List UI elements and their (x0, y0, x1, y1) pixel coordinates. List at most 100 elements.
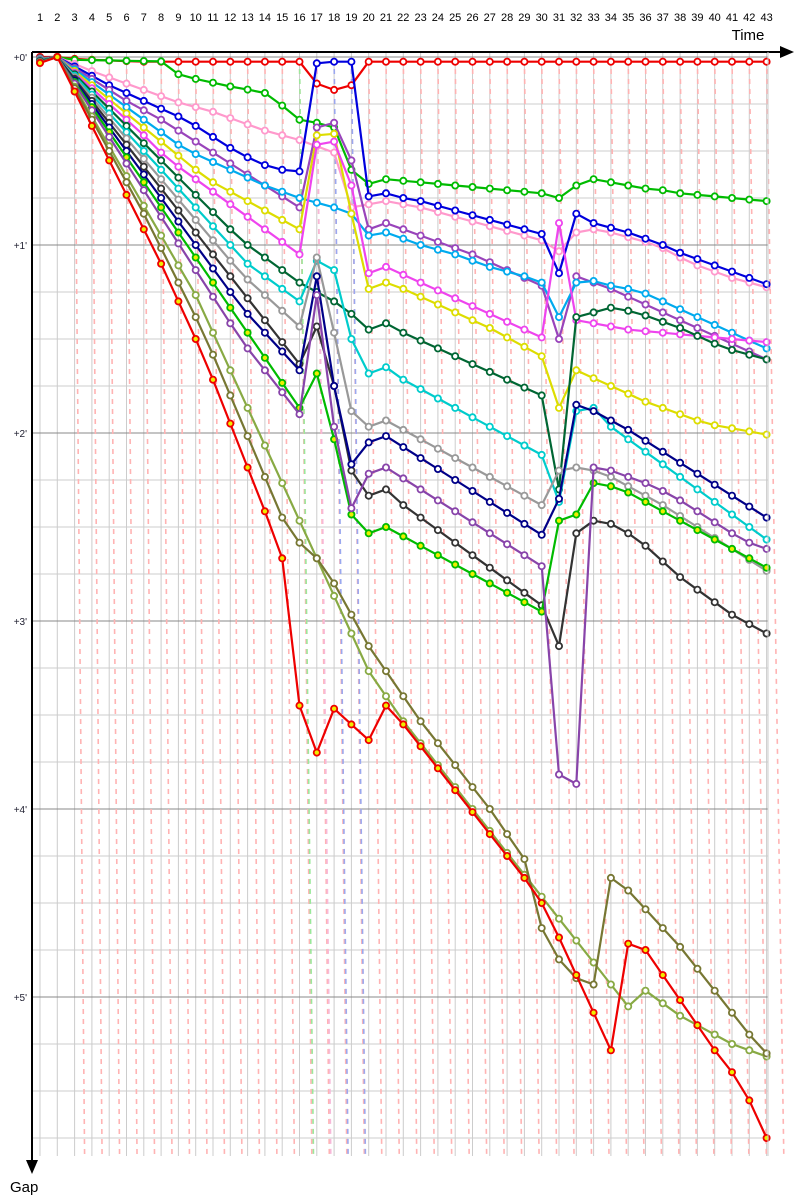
grid-major-horizontal (32, 56, 768, 998)
data-point (330, 203, 339, 212)
data-point (451, 454, 460, 463)
data-point (520, 441, 529, 450)
data-point (468, 250, 477, 259)
data-point (105, 156, 114, 165)
data-point (157, 57, 166, 66)
data-point (451, 250, 460, 259)
data-point (295, 250, 304, 259)
data-point (728, 193, 737, 202)
data-point (364, 438, 373, 447)
data-point (139, 96, 148, 105)
data-point (157, 203, 166, 212)
data-point (122, 96, 131, 105)
data-point (676, 516, 685, 525)
data-point (641, 497, 650, 506)
data-point (572, 228, 581, 237)
data-point (416, 454, 425, 463)
data-point (762, 629, 771, 638)
data-point (624, 886, 633, 895)
data-point (139, 57, 148, 66)
data-point (330, 137, 339, 146)
data-point (381, 523, 390, 532)
data-point (174, 297, 183, 306)
data-point (728, 328, 737, 337)
data-point (641, 905, 650, 914)
data-point (606, 381, 615, 390)
data-point (208, 292, 217, 301)
data-point (520, 225, 529, 234)
data-point (191, 291, 200, 300)
data-point (433, 344, 442, 353)
data-point (157, 137, 166, 146)
data-point (399, 284, 408, 293)
data-point (451, 308, 460, 317)
data-point (416, 742, 425, 751)
data-point (520, 187, 529, 196)
data-point (606, 980, 615, 989)
data-point (260, 441, 269, 450)
data-point (451, 57, 460, 66)
data-point (226, 225, 235, 234)
data-point (658, 460, 667, 469)
data-point (191, 165, 200, 174)
data-point (745, 502, 754, 511)
x-tick-label: 24 (432, 12, 444, 24)
data-point (416, 57, 425, 66)
data-point (555, 914, 564, 923)
data-point (260, 272, 269, 281)
data-point (278, 165, 287, 174)
data-point (347, 209, 356, 218)
data-point (433, 208, 442, 217)
data-point (139, 146, 148, 155)
data-point (243, 259, 252, 268)
data-point (191, 190, 200, 199)
data-point (572, 366, 581, 375)
data-point (139, 131, 148, 140)
y-tick-label: +1' (14, 241, 27, 252)
data-point (728, 267, 737, 276)
lapped-indicator (91, 58, 103, 1157)
data-point (451, 294, 460, 303)
data-point (330, 328, 339, 337)
data-point (451, 560, 460, 569)
data-point (174, 151, 183, 160)
lapped-indicator (662, 58, 680, 1157)
data-point (710, 192, 719, 201)
data-point (312, 140, 321, 149)
data-point (416, 336, 425, 345)
data-point (485, 830, 494, 839)
data-point (641, 327, 650, 336)
data-point (226, 240, 235, 249)
data-point (589, 175, 598, 184)
data-point (381, 463, 390, 472)
data-point (762, 280, 771, 289)
x-tick-label: 27 (484, 12, 496, 24)
data-point (728, 424, 737, 433)
data-point (485, 472, 494, 481)
data-point (693, 323, 702, 332)
data-point (208, 264, 217, 273)
data-point (208, 375, 217, 384)
data-point (468, 316, 477, 325)
data-point (641, 436, 650, 445)
x-tick-label: 32 (570, 12, 582, 24)
data-point (208, 350, 217, 359)
data-point (745, 427, 754, 436)
data-point (451, 538, 460, 547)
data-point (70, 87, 79, 96)
x-tick-label: 3 (72, 12, 78, 24)
data-point (572, 181, 581, 190)
data-point (693, 964, 702, 973)
data-point (364, 284, 373, 293)
series-driver-17 (36, 53, 771, 1058)
data-point (468, 302, 477, 311)
data-point (572, 400, 581, 409)
data-point (364, 422, 373, 431)
data-point (624, 482, 633, 491)
data-point (278, 284, 287, 293)
x-axis-title: Time (732, 27, 765, 44)
data-point (762, 197, 771, 206)
lapped-indicator (489, 58, 505, 1157)
data-point (330, 85, 339, 94)
data-point (122, 103, 131, 112)
